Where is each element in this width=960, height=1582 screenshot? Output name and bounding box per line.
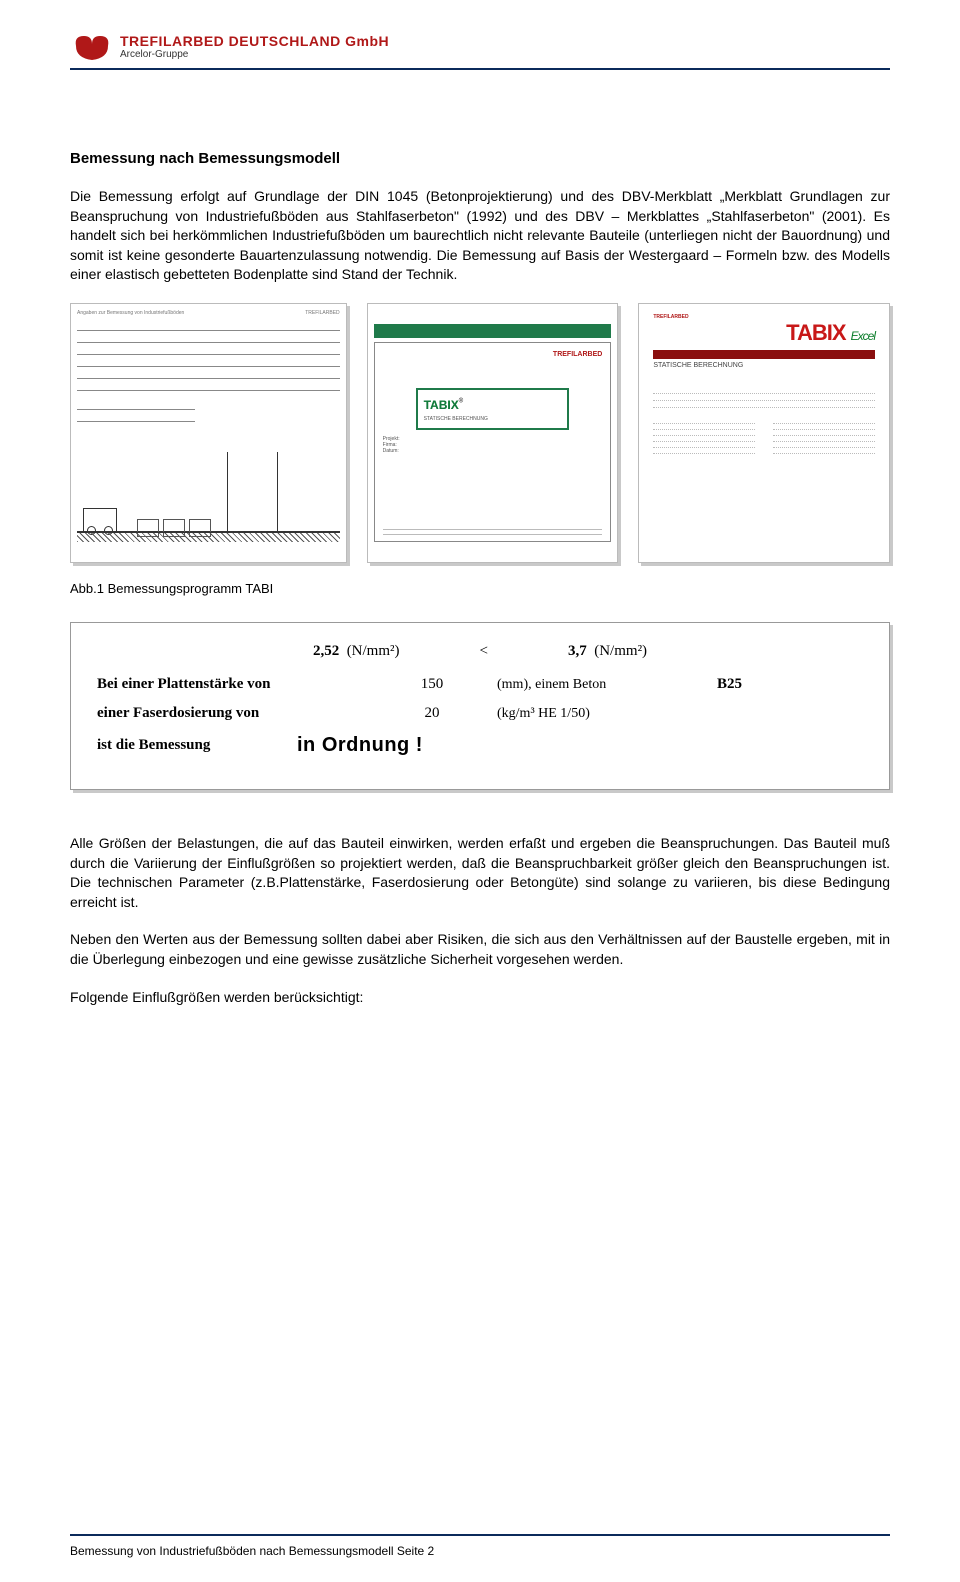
paragraph-3: Neben den Werten aus der Bemessung sollt… (70, 930, 890, 969)
result-row1-unit: (mm), einem Beton (497, 677, 717, 693)
company-logo-icon (70, 30, 110, 62)
result-row2-label: einer Faserdosierung von (97, 705, 367, 722)
result-row2-value: 20 (367, 705, 497, 722)
figure-caption: Abb.1 Bemessungsprogramm TABI (70, 581, 890, 596)
figure-form: Angaben zur Bemessung von Industriefußbö… (70, 303, 347, 563)
paragraph-4: Folgende Einflußgrößen werden berücksich… (70, 988, 890, 1008)
tabix-logo: TABIX (424, 398, 459, 412)
page-header: TREFILARBED DEUTSCHLAND GmbH Arcelor-Gru… (70, 30, 890, 70)
company-subtitle: Arcelor-Gruppe (120, 49, 389, 60)
result-row1-tail: B25 (717, 676, 742, 693)
paragraph-2: Alle Größen der Belastungen, die auf das… (70, 834, 890, 912)
result-row1-value: 150 (367, 676, 497, 693)
result-row3-label: ist die Bemessung (97, 737, 297, 754)
result-box: 2,52 (N/mm²) < 3,7 (N/mm²) Bei einer Pla… (70, 622, 890, 790)
section-title: Bemessung nach Bemessungsmodell (70, 150, 890, 167)
result-row2-unit: (kg/m³ HE 1/50) (497, 706, 717, 722)
company-name: TREFILARBED DEUTSCHLAND GmbH (120, 33, 389, 49)
footer-rule (70, 1534, 890, 1536)
forklift-icon (83, 508, 117, 532)
paragraph-1: Die Bemessung erfolgt auf Grundlage der … (70, 187, 890, 285)
figure-report: TREFILARBED TABIX Excel STATISCHE BERECH… (638, 303, 890, 563)
result-row1-label: Bei einer Plattenstärke von (97, 676, 367, 693)
figure-software: TREFILARBED TABIX® STATISCHE BERECHNUNG … (367, 303, 619, 563)
figures-row: Angaben zur Bemessung von Industriefußbö… (70, 303, 890, 563)
result-status: in Ordnung ! (297, 734, 423, 757)
footer-text: Bemessung von Industriefußböden nach Bem… (70, 1544, 434, 1558)
tabix-big-logo: TABIX (786, 320, 845, 345)
